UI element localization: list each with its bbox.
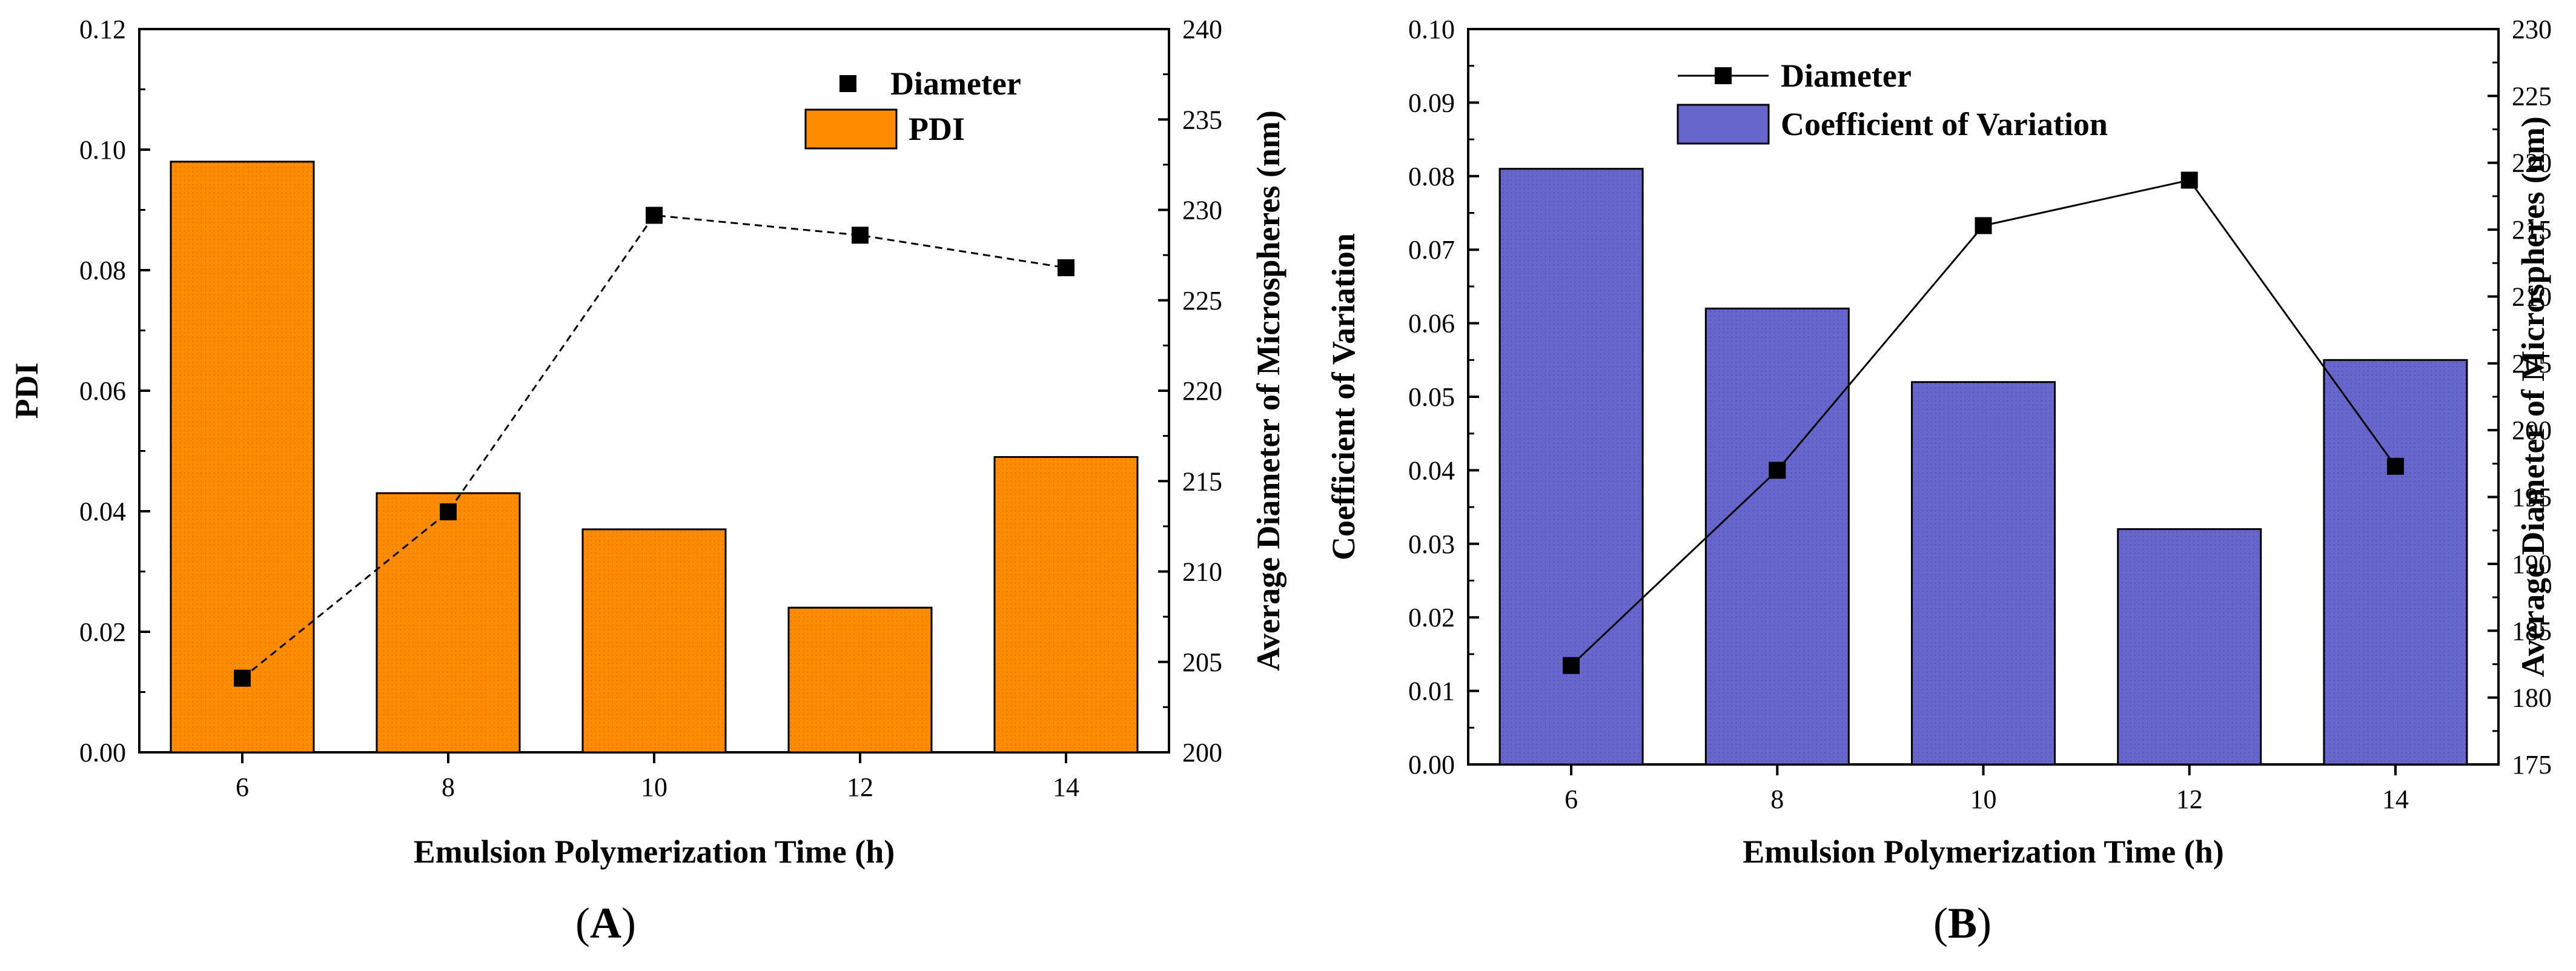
diameter-point-12 bbox=[2180, 171, 2198, 189]
y-left-tick-label: 0.12 bbox=[79, 15, 126, 44]
panel-label: (A) bbox=[575, 899, 636, 947]
y-left-tick-label: 0.02 bbox=[1408, 603, 1455, 632]
y-right-tick-label: 210 bbox=[1182, 557, 1222, 587]
legend-swatch bbox=[1677, 104, 1770, 145]
panel-label-letter: A bbox=[590, 899, 621, 947]
y-right-tick-label: 215 bbox=[2512, 215, 2552, 245]
x-tick-label: 12 bbox=[847, 772, 873, 802]
bar-8 bbox=[1704, 307, 1850, 766]
y-right-tick-label: 190 bbox=[2512, 549, 2552, 579]
x-tick-label: 6 bbox=[236, 772, 249, 802]
x-tick-label: 14 bbox=[2382, 784, 2409, 814]
y-left-tick-label: 0.07 bbox=[1408, 235, 1455, 265]
y-left-tick-label: 0.02 bbox=[79, 617, 126, 647]
x-tick-label: 10 bbox=[1970, 784, 1997, 814]
legend-label: PDI bbox=[909, 111, 965, 147]
diameter-point-10 bbox=[646, 207, 663, 224]
bar-10 bbox=[581, 528, 727, 754]
chart-panel-b: 0.00 0.01 0.02 0.03 0.04 0.05 0.06 0.07 0.08 0.09… bbox=[1325, 15, 2552, 947]
diameter-point-14 bbox=[1058, 259, 1074, 277]
y-right-tick-label: 225 bbox=[2512, 81, 2552, 111]
x-tick-label: 6 bbox=[1564, 784, 1578, 814]
panel-label-close: ) bbox=[621, 899, 636, 947]
y-right-axis-label: Average Diameter of Microspheres (nm) bbox=[2515, 116, 2551, 677]
legend-label: Diameter bbox=[890, 65, 1021, 102]
y-left-tick-label: 0.03 bbox=[1408, 529, 1455, 559]
x-axis-label: Emulsion Polymerization Time (h) bbox=[1743, 833, 2224, 870]
y-right-tick-label: 175 bbox=[2512, 750, 2552, 780]
diameter-point-6 bbox=[1563, 657, 1580, 674]
y-right-tick-label: 200 bbox=[2512, 416, 2552, 445]
bar-10 bbox=[1911, 381, 2056, 766]
y-left-tick-label: 0.10 bbox=[1408, 15, 1455, 44]
chart-panel-a: 0.00 0.02 0.04 0.06 0.08 0.10 0.12 200 205 210 215… bbox=[8, 15, 1286, 947]
legend-swatch bbox=[804, 108, 898, 150]
diameter-point-8 bbox=[1769, 462, 1786, 479]
panel-label: (B) bbox=[1933, 899, 1992, 947]
y-right-tick-label: 215 bbox=[1182, 466, 1222, 496]
x-tick-label: 8 bbox=[1770, 784, 1784, 814]
panel-label-open: ( bbox=[575, 899, 590, 947]
y-right-tick-label: 205 bbox=[2512, 349, 2552, 379]
y-left-axis-label: PDI bbox=[8, 363, 45, 419]
y-right-tick-label: 235 bbox=[1182, 105, 1222, 134]
y-left-tick-label: 0.10 bbox=[79, 135, 126, 165]
y-right-tick-label: 230 bbox=[2512, 15, 2552, 44]
y-right-tick-label: 230 bbox=[1182, 196, 1222, 225]
y-left-tick-label: 0.00 bbox=[1408, 750, 1455, 780]
legend-item-diameter: Diameter bbox=[1678, 58, 1912, 94]
diameter-line bbox=[242, 214, 1067, 679]
y-left-tick-label: 0.05 bbox=[1408, 382, 1455, 412]
diameter-point-10 bbox=[1975, 217, 1992, 234]
y-left-tick-label: 0.09 bbox=[1408, 88, 1455, 118]
diameter-point-12 bbox=[852, 227, 869, 244]
y-left-tick-label: 0.00 bbox=[79, 738, 126, 767]
diameter-point-14 bbox=[2386, 457, 2404, 475]
x-tick-label: 10 bbox=[641, 772, 667, 802]
legend-marker bbox=[1715, 67, 1732, 84]
y-right-tick-label: 220 bbox=[1182, 376, 1222, 406]
x-tick-label: 12 bbox=[2176, 784, 2203, 814]
y-right-tick-label: 200 bbox=[1182, 738, 1222, 767]
y-left-tick-label: 0.04 bbox=[79, 497, 126, 526]
legend-item-diameter: Diameter bbox=[839, 65, 1021, 102]
legend-label: Coefficient of Variation bbox=[1781, 106, 2108, 142]
y-right-tick-label: 180 bbox=[2512, 683, 2552, 713]
y-right-axis-label: Average Diameter of Microspheres (nm) bbox=[1250, 110, 1286, 671]
y-right-tick-label: 225 bbox=[1182, 286, 1222, 316]
legend-label: Diameter bbox=[1781, 58, 1912, 94]
x-axis-label: Emulsion Polymerization Time (h) bbox=[414, 833, 895, 870]
y-right-tick-label: 205 bbox=[1182, 648, 1222, 677]
y-left-tick-label: 0.08 bbox=[1408, 162, 1455, 191]
bar-12 bbox=[2117, 528, 2262, 766]
y-right-tick-label: 195 bbox=[2512, 483, 2552, 512]
y-left-tick-label: 0.06 bbox=[1408, 309, 1455, 339]
x-tick-label: 14 bbox=[1053, 772, 1079, 802]
y-right-tick-label: 220 bbox=[2512, 148, 2552, 178]
x-tick-label: 8 bbox=[442, 772, 455, 802]
panel-label-open: ( bbox=[1933, 899, 1948, 947]
bar-14 bbox=[993, 456, 1139, 754]
y-right-tick-label: 240 bbox=[1182, 15, 1222, 44]
legend-marker bbox=[839, 75, 856, 92]
panel-label-letter: B bbox=[1948, 899, 1977, 947]
y-left-tick-label: 0.06 bbox=[79, 376, 126, 406]
bar-14 bbox=[2323, 359, 2468, 766]
y-left-axis-label: Coefficient of Variation bbox=[1325, 233, 1362, 560]
y-left-tick-label: 0.04 bbox=[1408, 456, 1455, 485]
bar-6 bbox=[170, 161, 315, 754]
y-right-tick-label: 210 bbox=[2512, 282, 2552, 311]
bar-12 bbox=[787, 606, 933, 754]
y-left-tick-label: 0.08 bbox=[79, 256, 126, 285]
y-left-tick-label: 0.01 bbox=[1408, 677, 1455, 706]
bar-6 bbox=[1498, 168, 1644, 766]
diameter-point-6 bbox=[234, 669, 251, 687]
diameter-point-8 bbox=[440, 503, 457, 520]
y-right-tick-label: 185 bbox=[2512, 616, 2552, 646]
legend-item-pdi: PDI bbox=[804, 108, 965, 150]
bar-8 bbox=[376, 492, 521, 754]
panel-label-close: ) bbox=[1977, 899, 1992, 947]
legend-item-coefficient-of-variation: Coefficient of Variation bbox=[1677, 104, 2108, 145]
